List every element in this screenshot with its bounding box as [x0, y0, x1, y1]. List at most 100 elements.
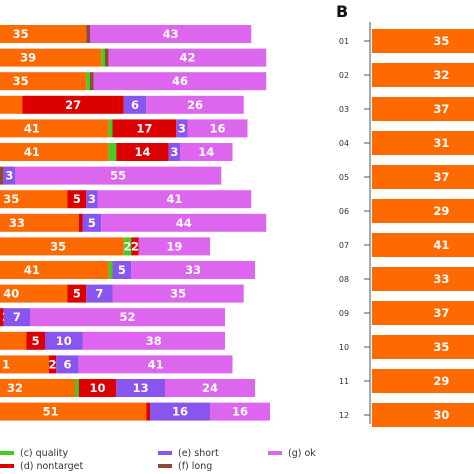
bar-segment-e: [123, 95, 147, 114]
bar-segment-g: [97, 190, 252, 209]
bar-value-label: 37: [433, 306, 449, 320]
bar-segment-g: [187, 119, 248, 138]
bar-segment-e: [3, 166, 15, 185]
stacked-bar-row: 41 17 3 16: [0, 119, 248, 138]
bar-value-label: 31: [433, 136, 449, 150]
category-label: 08: [339, 275, 349, 284]
segment-value-label: 2: [48, 357, 56, 371]
bar: [372, 301, 474, 325]
bar-segment-f: [86, 25, 90, 43]
bar-segment-base: [0, 48, 102, 67]
bar-segment-e: [86, 284, 113, 303]
bar-segment-e: [116, 379, 165, 397]
bar-segment-g: [146, 95, 244, 114]
bar-row-10: 10 35: [339, 335, 474, 359]
legend-swatch: [0, 451, 14, 455]
segment-value-label: 6: [131, 98, 139, 112]
category-label: 06: [339, 207, 349, 216]
segment-value-label: 10: [56, 334, 72, 348]
legend-label: (d) nontarget: [20, 461, 83, 472]
stacked-bar-row: 35 46: [0, 72, 267, 91]
stacked-bar-row: 3 55: [0, 166, 222, 185]
panel-b-bars: B 01 35 02 32 03 37 04 31 05 37 06 29 07 41 08 33 09 37 10…: [336, 2, 474, 427]
bar-segment-g: [165, 379, 255, 397]
bar: [372, 403, 474, 427]
stacked-bar-row: 41 14 3 14: [0, 143, 233, 161]
segment-value-label: 3: [5, 169, 13, 183]
bar-segment-d: [78, 379, 117, 397]
bar-segment-g: [93, 72, 267, 91]
category-label: 07: [339, 241, 349, 250]
bar-segment-base: [0, 190, 68, 209]
bar: [372, 335, 474, 359]
legend-item-g: (g) ok: [268, 448, 316, 459]
segment-value-label: 44: [176, 216, 192, 230]
category-label: 03: [339, 105, 349, 114]
segment-value-label: 6: [63, 357, 71, 371]
bar-segment-e: [56, 355, 79, 374]
category-label: 02: [339, 71, 349, 80]
segment-value-label: 41: [148, 357, 164, 371]
segment-value-label: 5: [88, 216, 96, 230]
bar-segment-g: [131, 261, 255, 279]
bar-segment-d: [67, 284, 87, 303]
bar-segment-e: [168, 143, 180, 161]
segment-value-label: 14: [198, 145, 214, 159]
stacked-bar-row: 39 42: [0, 48, 267, 67]
bar-segment-g: [210, 402, 270, 421]
stacked-bar-row: 35 5 3 41: [0, 190, 252, 209]
legend-swatch: [0, 464, 14, 468]
bar-segment-d: [146, 402, 150, 421]
legend: (c) quality (d) nontarget (e) short (f) lon…: [0, 448, 316, 472]
stacked-bar-row: 27 6 26: [0, 95, 244, 114]
bar-segment-g: [82, 331, 225, 350]
segment-value-label: 38: [146, 334, 162, 348]
category-label: 05: [339, 173, 349, 182]
segment-value-label: 35: [13, 27, 29, 41]
bar-segment-d: [112, 119, 177, 138]
bar: [372, 267, 474, 291]
bar-segment-c: [108, 261, 113, 279]
bar-segment-base: [0, 72, 87, 91]
segment-value-label: 40: [3, 287, 19, 301]
bar-segment-e: [45, 331, 83, 350]
bar-segment-e: [176, 119, 188, 138]
segment-value-label: 14: [134, 145, 150, 159]
segment-value-label: 5: [118, 263, 126, 277]
bar-segment-c: [123, 237, 132, 256]
category-label: 04: [339, 139, 349, 148]
bar-segment-d: [0, 308, 4, 327]
bar-segment-base: [0, 379, 75, 397]
segment-value-label: 2: [123, 239, 131, 253]
segment-value-label: 17: [136, 121, 152, 135]
bar-segment-base: [0, 119, 109, 138]
legend-swatch: [268, 451, 282, 455]
bar-segment-e: [86, 190, 98, 209]
bar-segment-base: [0, 261, 109, 279]
segment-value-label: 24: [202, 381, 218, 395]
category-label: 10: [339, 343, 349, 352]
bar-row-03: 03 37: [339, 97, 474, 121]
segment-value-label: 35: [170, 287, 186, 301]
segment-value-label: 35: [50, 239, 66, 253]
bar-segment-e: [3, 308, 30, 327]
bar-segment-g: [108, 48, 267, 67]
bar-segment-base: [0, 237, 124, 256]
bar-row-05: 05 37: [339, 165, 474, 189]
bar-row-09: 09 37: [339, 301, 474, 325]
bar-value-label: 29: [433, 204, 449, 218]
bar-segment-g: [101, 213, 267, 232]
bar: [372, 97, 474, 121]
legend-item-d: (d) nontarget: [0, 461, 83, 472]
bar-segment-g: [78, 355, 233, 374]
segment-value-label: 16: [172, 405, 188, 419]
bar-row-11: 11 29: [339, 369, 474, 393]
stacked-bar-row: 5 10 38: [0, 331, 225, 350]
legend-swatch: [158, 464, 172, 468]
segment-value-label: 41: [166, 192, 182, 206]
bar: [372, 29, 474, 53]
bar-row-07: 07 41: [339, 233, 474, 257]
bar-segment-g: [30, 308, 225, 327]
